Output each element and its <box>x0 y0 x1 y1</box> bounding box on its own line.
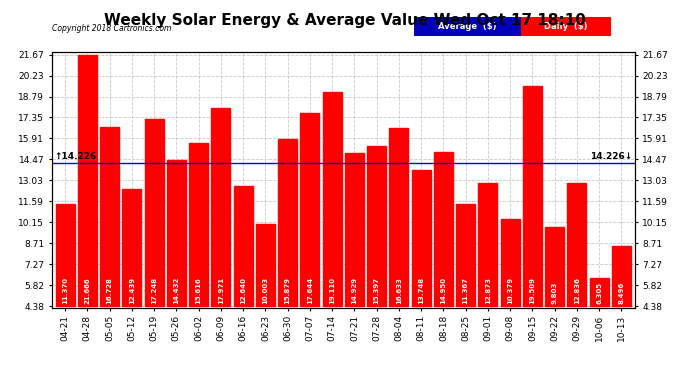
Bar <box>278 139 297 306</box>
Text: 8.496: 8.496 <box>618 282 624 304</box>
Bar <box>434 152 453 306</box>
Text: Weekly Solar Energy & Average Value Wed Oct 17 18:10: Weekly Solar Energy & Average Value Wed … <box>104 13 586 28</box>
Text: 14.432: 14.432 <box>173 277 179 304</box>
Text: 6.305: 6.305 <box>596 282 602 304</box>
Text: 9.803: 9.803 <box>552 282 558 304</box>
Bar <box>145 119 164 306</box>
Bar <box>456 204 475 306</box>
Bar <box>412 170 431 306</box>
Text: 15.879: 15.879 <box>285 277 290 304</box>
Bar <box>367 146 386 306</box>
Text: 21.666: 21.666 <box>84 277 90 304</box>
Bar <box>56 204 75 306</box>
Bar <box>612 246 631 306</box>
Text: 13.748: 13.748 <box>418 277 424 304</box>
Bar <box>189 143 208 306</box>
Text: 14.226↓: 14.226↓ <box>591 152 633 161</box>
Bar <box>323 92 342 306</box>
Bar <box>545 227 564 306</box>
Text: 11.370: 11.370 <box>62 277 68 304</box>
Text: 14.950: 14.950 <box>440 277 446 304</box>
Bar <box>590 278 609 306</box>
Bar <box>389 128 408 306</box>
Bar <box>345 153 364 306</box>
Text: 15.616: 15.616 <box>196 277 201 304</box>
Bar <box>78 55 97 306</box>
Bar <box>122 189 141 306</box>
Bar <box>211 108 230 306</box>
Text: Average  ($): Average ($) <box>438 22 497 31</box>
Text: 11.367: 11.367 <box>463 277 469 304</box>
Text: 14.929: 14.929 <box>351 277 357 304</box>
Text: 15.397: 15.397 <box>374 277 380 304</box>
Text: 17.644: 17.644 <box>307 277 313 304</box>
Bar <box>167 160 186 306</box>
Text: 19.509: 19.509 <box>529 277 535 304</box>
Text: 10.003: 10.003 <box>262 277 268 304</box>
Bar <box>501 219 520 306</box>
Text: 19.110: 19.110 <box>329 277 335 304</box>
Text: 12.873: 12.873 <box>485 277 491 304</box>
Text: 12.640: 12.640 <box>240 277 246 304</box>
Text: 10.379: 10.379 <box>507 277 513 304</box>
Bar <box>523 86 542 306</box>
Bar <box>234 186 253 306</box>
Text: Copyright 2018 Cartronics.com: Copyright 2018 Cartronics.com <box>52 24 171 33</box>
Bar <box>100 126 119 306</box>
Text: 12.439: 12.439 <box>129 277 135 304</box>
Text: 16.728: 16.728 <box>107 277 112 304</box>
Text: 17.248: 17.248 <box>151 277 157 304</box>
Text: 12.836: 12.836 <box>574 277 580 304</box>
Bar <box>567 183 586 306</box>
Text: ↑14.226: ↑14.226 <box>54 152 96 161</box>
Text: Daily  ($): Daily ($) <box>544 22 588 31</box>
Text: 16.633: 16.633 <box>396 277 402 304</box>
Bar <box>256 224 275 306</box>
Bar <box>300 113 319 306</box>
Bar <box>478 183 497 306</box>
Text: 17.971: 17.971 <box>218 277 224 304</box>
